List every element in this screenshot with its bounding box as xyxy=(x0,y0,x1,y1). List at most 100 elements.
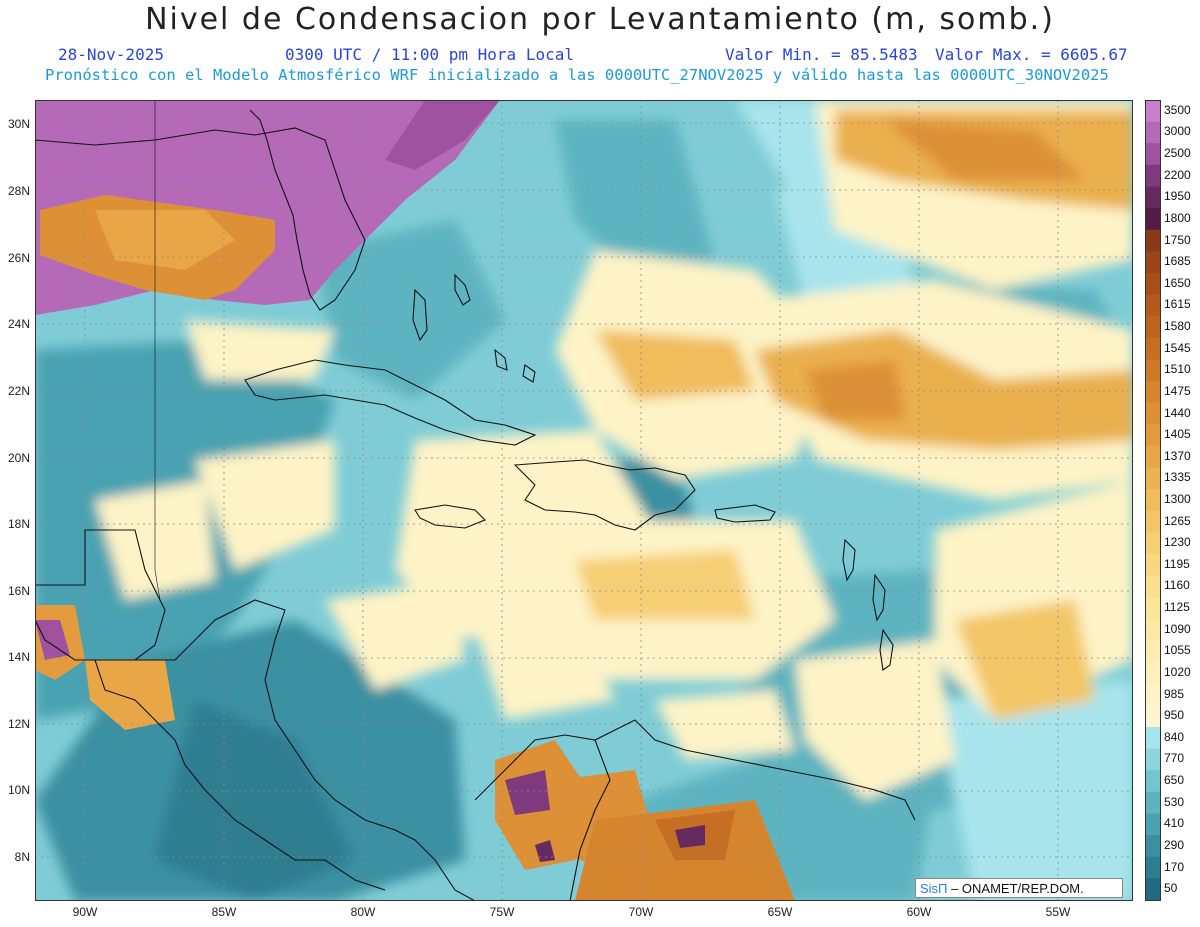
lon-label: 90W xyxy=(72,905,98,919)
value-max: Valor Max. = 6605.67 xyxy=(935,45,1128,64)
colorbar-swatch xyxy=(1145,337,1161,360)
colorbar-swatch xyxy=(1145,835,1161,858)
map-title: Nivel de Condensacion por Levantamiento … xyxy=(145,2,1055,37)
florida-coast xyxy=(35,109,366,311)
lat-label: 30N xyxy=(7,117,30,131)
colorbar-label: 1230 xyxy=(1164,535,1191,550)
colorbar-label: 1265 xyxy=(1164,513,1191,528)
colorbar-swatch xyxy=(1145,510,1161,533)
forecast-time: 0300 UTC / 11:00 pm Hora Local xyxy=(285,45,574,64)
colorbar-label: 1750 xyxy=(1164,232,1191,247)
colorbar-label: 410 xyxy=(1164,816,1185,831)
colorbar-label: 1685 xyxy=(1164,254,1191,269)
colorbar-swatch xyxy=(1145,359,1161,382)
value-min: Valor Min. = 85.5483 xyxy=(725,45,918,64)
colorbar-swatch xyxy=(1145,143,1161,166)
colorbar-swatch xyxy=(1145,813,1161,836)
colorbar-swatch xyxy=(1145,618,1161,642)
lat-label: 26N xyxy=(7,251,30,265)
colorbar-label: 1475 xyxy=(1164,383,1191,398)
south-america-coast xyxy=(474,719,916,821)
colorbar-label: 1055 xyxy=(1164,643,1191,658)
colorbar-swatch xyxy=(1145,121,1161,144)
colorbar-swatch xyxy=(1145,727,1161,750)
colorbar-swatch xyxy=(1145,445,1161,469)
forecast-info: Pronóstico con el Modelo Atmosférico WRF… xyxy=(45,66,1109,84)
colorbar-label: 1950 xyxy=(1164,189,1191,204)
colorbar-swatch xyxy=(1145,424,1161,447)
lon-label: 65W xyxy=(767,905,793,919)
forecast-date: 28-Nov-2025 xyxy=(58,45,164,64)
colorbar-label: 840 xyxy=(1164,729,1185,744)
lat-label: 18N xyxy=(7,517,30,531)
colorbar-swatch xyxy=(1145,186,1161,209)
lat-label: 8N xyxy=(14,850,30,864)
colorbar-swatch xyxy=(1145,662,1161,685)
colorbar-swatch xyxy=(1145,164,1161,187)
colorbar-label: 1300 xyxy=(1164,492,1191,506)
colorbar-swatch xyxy=(1145,100,1161,123)
colorbar-label: 3500 xyxy=(1164,102,1191,117)
lcl-map xyxy=(35,100,1133,901)
colorbar-label: 650 xyxy=(1164,773,1185,788)
colorbar-label: 1800 xyxy=(1164,210,1191,225)
colorbar-label: 170 xyxy=(1164,859,1185,874)
colorbar-label: 1615 xyxy=(1164,297,1191,312)
lon-label: 60W xyxy=(906,905,932,919)
hispaniola-coast xyxy=(513,459,696,531)
credit-box: SisΠ – ONAMET/REP.DOM. xyxy=(915,878,1123,898)
colorbar-swatch xyxy=(1145,272,1161,296)
colorbar-label: 1545 xyxy=(1164,340,1191,355)
colorbar-label: 1510 xyxy=(1164,362,1191,377)
colorbar-swatch xyxy=(1145,294,1161,317)
colorbar-swatch xyxy=(1145,575,1161,598)
jamaica-coast xyxy=(414,504,486,529)
lat-label: 22N xyxy=(7,384,30,398)
colorbar-label: 2200 xyxy=(1164,167,1191,182)
colorbar-label: 1370 xyxy=(1164,448,1191,463)
colorbar-label: 530 xyxy=(1164,794,1185,809)
colorbar-label: 1160 xyxy=(1164,578,1190,593)
colorbar-swatch xyxy=(1145,402,1161,425)
lat-label: 12N xyxy=(7,717,30,731)
lat-label: 16N xyxy=(7,584,30,598)
graticule xyxy=(35,100,1133,901)
colorbar-label: 770 xyxy=(1164,751,1185,766)
colorbar-swatch xyxy=(1145,489,1161,512)
colorbar-swatch xyxy=(1145,791,1161,815)
colorbar-swatch xyxy=(1145,597,1161,620)
sispi-logo: SisΠ xyxy=(920,881,948,896)
colorbar-label: 1020 xyxy=(1164,664,1191,679)
map-frame xyxy=(35,100,1133,901)
lon-label: 80W xyxy=(350,905,376,919)
colorbar-label: 950 xyxy=(1164,708,1185,723)
colorbar-label: 1650 xyxy=(1164,275,1191,290)
colorbar-label: 3000 xyxy=(1164,124,1191,139)
colorbar-swatch xyxy=(1145,748,1161,771)
colorbar-swatch xyxy=(1145,381,1161,404)
colorbar-label: 1335 xyxy=(1164,470,1191,485)
colorbar-label: 290 xyxy=(1164,837,1185,852)
credit-text: – ONAMET/REP.DOM. xyxy=(951,881,1084,896)
colorbar-swatch xyxy=(1145,554,1161,577)
puerto-rico-coast xyxy=(714,504,776,523)
colorbar-label: 1125 xyxy=(1164,600,1190,615)
colorbar-label: 1405 xyxy=(1164,427,1191,442)
lat-label: 20N xyxy=(7,451,30,465)
lon-label: 70W xyxy=(628,905,654,919)
colorbar-swatch xyxy=(1145,251,1161,274)
coastlines xyxy=(35,100,916,901)
colorbar-swatch xyxy=(1145,705,1161,728)
central-america-coast xyxy=(135,599,476,901)
colorbar-label: 1195 xyxy=(1164,556,1190,571)
belize-guatemala xyxy=(35,529,166,661)
colorbar-swatch xyxy=(1145,208,1161,231)
lat-label: 14N xyxy=(7,650,30,664)
colorbar-label: 1090 xyxy=(1164,621,1191,636)
lon-label: 55W xyxy=(1045,905,1071,919)
colorbar-swatch xyxy=(1145,683,1161,706)
colorbar-swatch xyxy=(1145,878,1161,901)
colorbar-swatch xyxy=(1145,467,1161,490)
cuba-coast xyxy=(244,359,537,446)
lat-label: 28N xyxy=(7,184,30,198)
